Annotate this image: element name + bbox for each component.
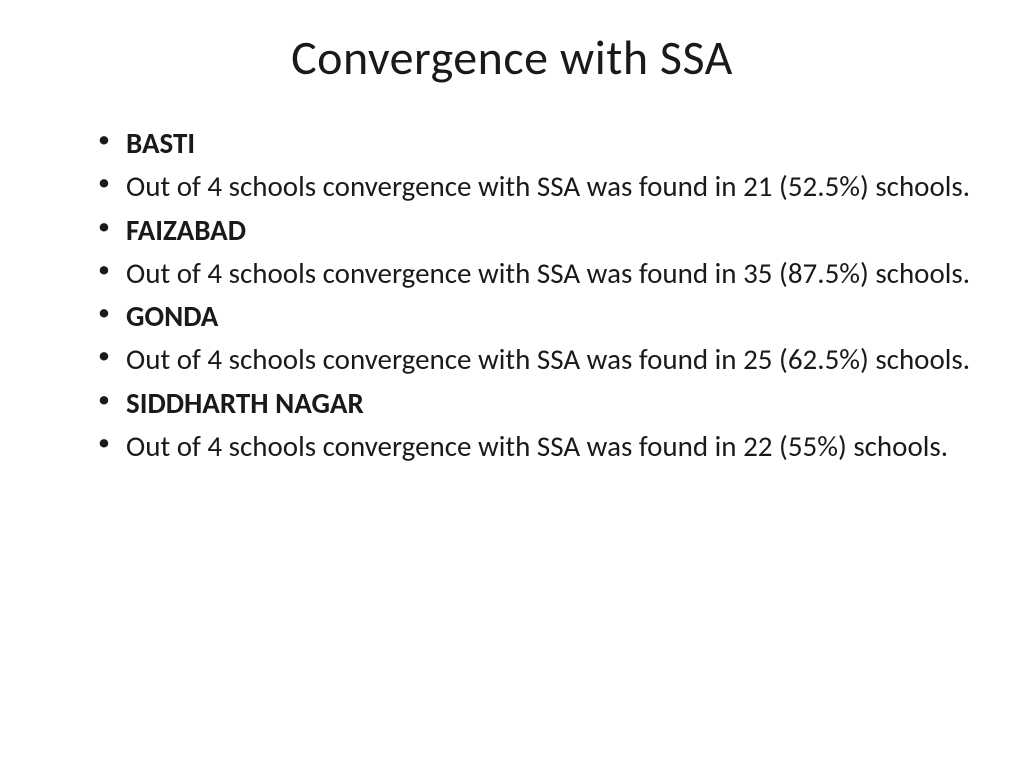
slide-container: Convergence with SSA BASTI Out of 4 scho… — [0, 0, 1024, 768]
list-item: Out of 4 schools convergence with SSA wa… — [98, 255, 974, 291]
slide-content: BASTI Out of 4 schools convergence with … — [50, 125, 974, 464]
list-item: Out of 4 schools convergence with SSA wa… — [98, 428, 974, 464]
list-item: Out of 4 schools convergence with SSA wa… — [98, 168, 974, 204]
slide-title: Convergence with SSA — [50, 28, 974, 87]
bullet-text: Out of 4 schools convergence with SSA wa… — [126, 428, 948, 464]
list-item: SIDDHARTH NAGAR — [98, 385, 974, 421]
bullet-list: BASTI Out of 4 schools convergence with … — [98, 125, 974, 464]
bullet-text: Out of 4 schools convergence with SSA wa… — [126, 168, 970, 204]
bullet-text: GONDA — [126, 298, 218, 334]
bullet-text: Out of 4 schools convergence with SSA wa… — [126, 255, 970, 291]
bullet-text: SIDDHARTH NAGAR — [126, 385, 364, 421]
list-item: GONDA — [98, 298, 974, 334]
bullet-text: FAIZABAD — [126, 212, 246, 248]
list-item: FAIZABAD — [98, 212, 974, 248]
list-item: Out of 4 schools convergence with SSA wa… — [98, 341, 974, 377]
bullet-text: Out of 4 schools convergence with SSA wa… — [126, 341, 970, 377]
bullet-text: BASTI — [126, 125, 195, 161]
list-item: BASTI — [98, 125, 974, 161]
